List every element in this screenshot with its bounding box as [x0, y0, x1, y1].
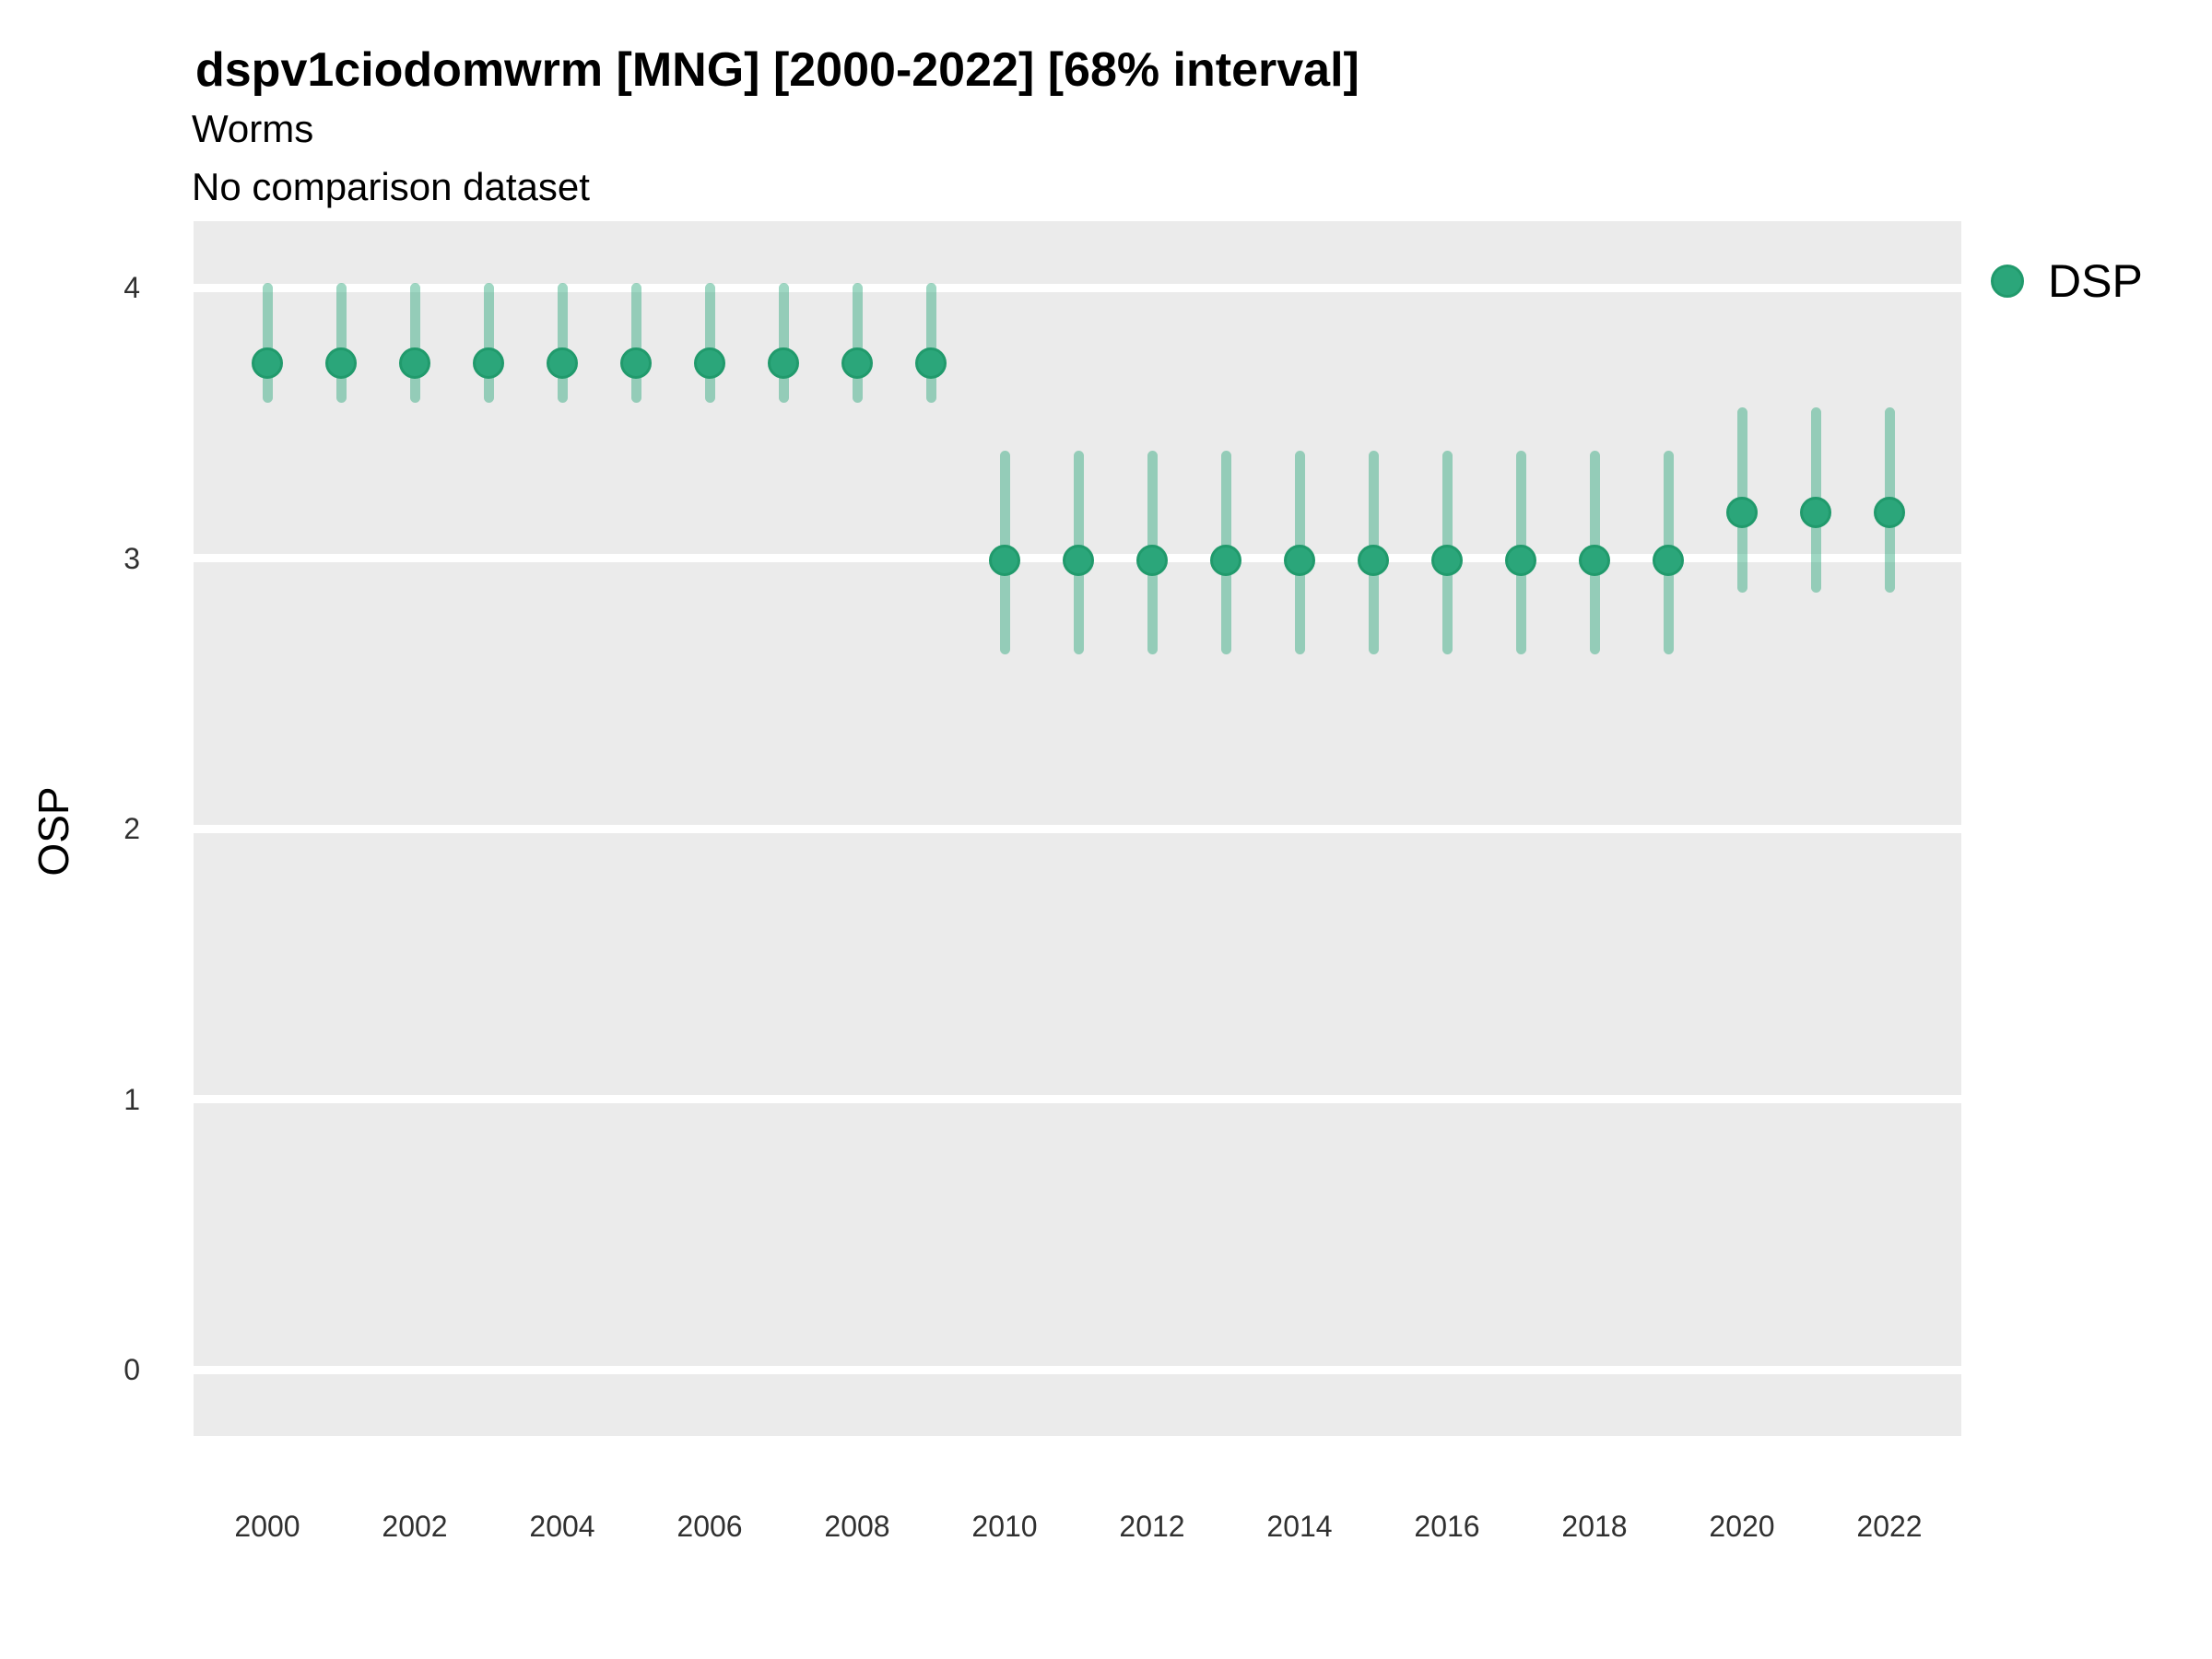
- data-point-2018: [1579, 545, 1610, 577]
- chart-title: dspv1ciodomwrm [MNG] [2000-2022] [68% in…: [195, 43, 1359, 97]
- interval-bar-2002: [409, 283, 420, 404]
- y-tick-label-4: 4: [124, 271, 140, 304]
- legend: DSP: [1991, 254, 2143, 308]
- gridline-y-0: [194, 1365, 1961, 1374]
- data-point-2001: [325, 347, 357, 380]
- x-tick-label-2006: 2006: [677, 1510, 743, 1543]
- plot-panel: [194, 221, 1961, 1436]
- legend-label: DSP: [2048, 255, 2143, 307]
- interval-bar-2006: [704, 283, 715, 404]
- y-tick-label-1: 1: [124, 1082, 140, 1116]
- data-point-2010: [989, 545, 1020, 577]
- gridline-y-1: [194, 1095, 1961, 1103]
- gridline-y-2: [194, 824, 1961, 833]
- interval-bar-2001: [335, 283, 347, 404]
- x-tick-label-2000: 2000: [234, 1510, 300, 1543]
- legend-point-icon: [1991, 265, 2024, 298]
- data-point-2014: [1284, 545, 1315, 577]
- x-tick-label-2004: 2004: [529, 1510, 595, 1543]
- data-point-2016: [1431, 545, 1463, 577]
- x-tick-label-2002: 2002: [382, 1510, 448, 1543]
- chart-note: No comparison dataset: [192, 165, 590, 208]
- data-point-2006: [694, 347, 725, 380]
- x-tick-label-2012: 2012: [1119, 1510, 1185, 1543]
- interval-bar-2003: [483, 283, 494, 404]
- data-point-2003: [473, 347, 504, 380]
- interval-bar-2005: [630, 283, 641, 404]
- data-point-2005: [620, 347, 652, 380]
- x-tick-label-2010: 2010: [971, 1510, 1038, 1543]
- x-tick-label-2018: 2018: [1561, 1510, 1628, 1543]
- x-tick-label-2014: 2014: [1266, 1510, 1333, 1543]
- data-point-2000: [252, 347, 283, 380]
- data-point-2020: [1726, 496, 1758, 528]
- x-tick-label-2022: 2022: [1856, 1510, 1923, 1543]
- interval-bar-2008: [852, 283, 863, 404]
- data-point-2008: [841, 347, 873, 380]
- data-point-2012: [1136, 545, 1168, 577]
- y-tick-label-3: 3: [124, 541, 140, 575]
- data-point-2013: [1210, 545, 1241, 577]
- data-point-2009: [915, 347, 947, 380]
- data-point-2019: [1653, 545, 1684, 577]
- data-point-2004: [547, 347, 578, 380]
- x-tick-label-2008: 2008: [824, 1510, 890, 1543]
- interval-bar-2000: [262, 283, 273, 404]
- data-point-2015: [1358, 545, 1389, 577]
- x-tick-label-2020: 2020: [1709, 1510, 1775, 1543]
- data-point-2007: [768, 347, 799, 380]
- x-tick-label-2016: 2016: [1414, 1510, 1480, 1543]
- data-point-2022: [1874, 496, 1905, 528]
- gridline-y-4: [194, 283, 1961, 292]
- data-point-2002: [399, 347, 430, 380]
- interval-bar-2007: [778, 283, 789, 404]
- data-point-2011: [1063, 545, 1094, 577]
- interval-bar-2009: [925, 283, 936, 404]
- data-point-2017: [1505, 545, 1536, 577]
- chart-subtitle: Worms: [192, 107, 314, 150]
- y-tick-label-0: 0: [124, 1353, 140, 1386]
- data-point-2021: [1800, 496, 1831, 528]
- interval-bar-2004: [557, 283, 568, 404]
- y-tick-label-2: 2: [124, 812, 140, 845]
